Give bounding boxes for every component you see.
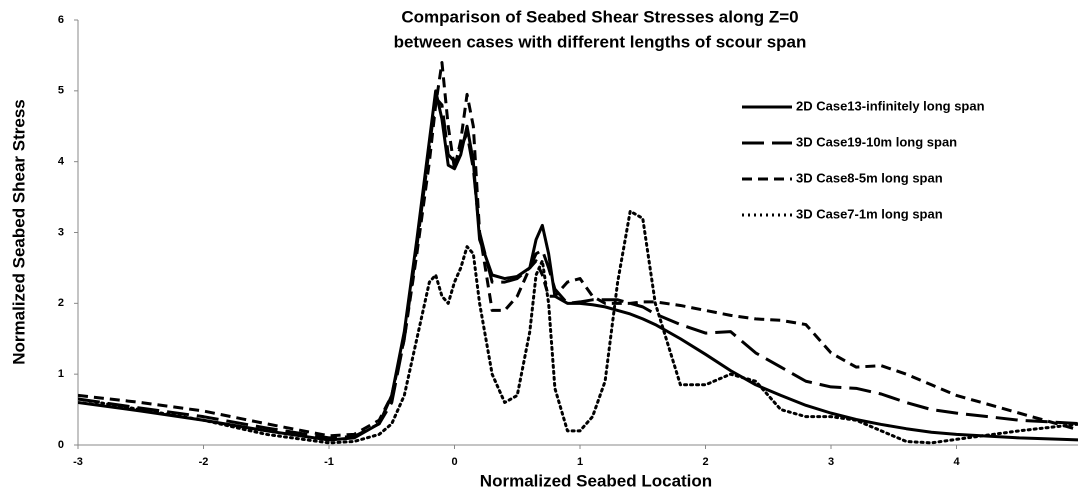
series-line bbox=[78, 209, 1078, 445]
legend-label: 3D Case7-1m long span bbox=[796, 206, 943, 221]
chart-subtitle: between cases with different lengths of … bbox=[394, 32, 807, 51]
x-tick-label: 3 bbox=[828, 456, 834, 468]
x-tick-label: 0 bbox=[451, 456, 457, 468]
x-tick-label: -3 bbox=[73, 456, 83, 468]
legend-label: 3D Case19-10m long span bbox=[796, 134, 957, 149]
series-line bbox=[78, 61, 1078, 438]
y-tick-label: 5 bbox=[58, 85, 64, 97]
y-axis-label: Normalized Seabed Shear Stress bbox=[9, 99, 28, 365]
legend-label: 3D Case8-5m long span bbox=[796, 170, 943, 185]
legend-label: 2D Case13-infinitely long span bbox=[796, 98, 985, 113]
x-tick-label: -2 bbox=[199, 456, 209, 468]
y-tick-label: 6 bbox=[58, 14, 64, 26]
x-tick-label: 1 bbox=[577, 456, 583, 468]
chart-title: Comparison of Seabed Shear Stresses alon… bbox=[401, 7, 798, 26]
x-tick-label: 4 bbox=[953, 456, 960, 468]
y-tick-label: 3 bbox=[58, 226, 64, 238]
x-tick-label: -1 bbox=[324, 456, 334, 468]
series-line bbox=[78, 96, 1078, 440]
y-tick-label: 1 bbox=[58, 368, 64, 380]
x-tick-label: 2 bbox=[702, 456, 708, 468]
x-axis-label: Normalized Seabed Location bbox=[480, 471, 712, 490]
y-tick-label: 2 bbox=[58, 297, 64, 309]
y-tick-label: 4 bbox=[58, 156, 65, 168]
y-tick-label: 0 bbox=[58, 439, 64, 451]
